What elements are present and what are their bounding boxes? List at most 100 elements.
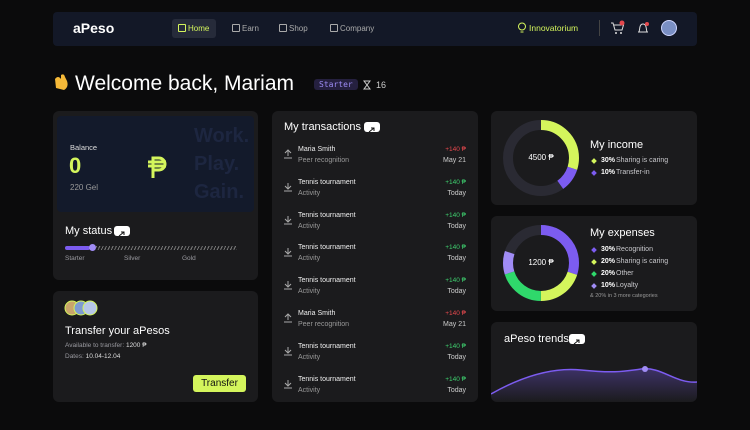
motto-line: Gain. [194,181,245,203]
transaction-date: May 21 [443,157,466,164]
legend-marker [591,283,597,289]
avatar[interactable] [661,20,677,36]
transaction-row[interactable]: Tennis tournament Activity +140 ₱ Today [272,341,478,371]
trends-title: aPeso trends [504,333,569,345]
transaction-row[interactable]: Maria Smith Peer recognition +140 ₱ May 21 [272,308,478,338]
transaction-subtitle: Activity [298,189,321,197]
transaction-row[interactable]: Tennis tournament Activity +140 ₱ Today [272,275,478,305]
label: Available to transfer: [65,342,125,349]
income-title: My income [590,139,644,151]
transaction-date: Today [447,353,466,361]
nav-active-bg [172,19,216,38]
transaction-amount: +140 ₱ [445,146,466,153]
transaction-date: Today [447,255,466,263]
arrow [284,346,292,356]
legend-label: Recognition [616,246,653,253]
legend-label: Sharing is caring [616,157,669,164]
legend-label: Other [616,270,634,277]
level-label: Gold [182,255,196,262]
nav-item[interactable]: Home [188,24,210,33]
income-center: 4500 ₱ [528,153,554,162]
nav-item[interactable]: Company [340,24,375,33]
status-title: My status [65,225,113,237]
transaction-icon [284,248,292,257]
transaction-icon [284,281,292,290]
transfer-title: Transfer your aPesos [65,325,170,337]
transaction-row[interactable]: Tennis tournament Activity +140 ₱ Today [272,210,478,240]
nav-item[interactable]: Earn [242,24,259,33]
motto-line: Work. [194,125,250,147]
transaction-row[interactable]: Maria Smith Peer recognition +140 ₱ May 21 [272,144,478,174]
link-tag[interactable] [114,226,130,237]
org-name[interactable]: Innovatorium [529,23,579,33]
transaction-title: Maria Smith [298,310,336,317]
legend-marker [591,259,597,265]
motto: Work. Play. Gain. [194,122,249,206]
trend-line [491,366,697,402]
transaction-amount: +140 ₱ [445,277,466,285]
balance-sub: 220 Gel [70,183,99,192]
transaction-title: Tennis tournament [298,277,356,285]
expenses-title: My expenses [590,227,655,239]
nav-icon [232,24,240,32]
transaction-row[interactable]: Tennis tournament Activity +140 ₱ Today [272,177,478,207]
legend-value: 20% [601,258,616,265]
value: 1200 ₱ [125,342,147,349]
welcome-title: Welcome back, Mariam [75,72,295,95]
transaction-icon [284,346,292,356]
nav-item[interactable]: Shop [289,24,308,33]
legend-label: Loyalty [616,282,639,289]
link-tag[interactable] [364,122,380,133]
arrow [284,281,292,290]
link-tag[interactable] [569,334,585,345]
nav-icons [611,20,677,36]
legend-label: Transfer-in [616,169,650,176]
nav-icon [178,24,186,32]
logo[interactable]: aPeso [73,20,115,36]
arrow [284,215,292,225]
transactions-title: My transactions [284,121,362,133]
transaction-subtitle: Activity [298,386,321,394]
nav-bar [53,12,697,46]
transfer-button[interactable]: Transfer [193,375,246,392]
transaction-date: Today [447,222,466,230]
nav-icon [279,24,287,32]
transaction-row[interactable]: Tennis tournament Activity +140 ₱ Today [272,242,478,272]
arrow [284,149,292,159]
transaction-row[interactable]: Tennis tournament Activity +140 ₱ Today [272,374,478,404]
arrow [284,248,292,257]
legend-value: 10% [601,282,616,289]
transaction-title: Tennis tournament [298,342,356,350]
donut-segment [503,120,579,196]
legend-value: 30% [601,246,616,253]
peso-logo [148,156,167,178]
transaction-subtitle: Peer recognition [298,321,349,328]
donut-segment [503,225,579,301]
progress-fill [65,246,90,250]
transaction-amount: +140 ₱ [445,211,466,219]
income-donut [503,120,579,196]
trends-card: aPeso trends [491,322,697,402]
avatars [64,300,98,316]
transaction-subtitle: Peer recognition [298,157,349,164]
progress-knob [89,244,96,251]
transaction-title: Maria Smith [298,146,336,153]
value: 10.04-12.04 [85,353,121,360]
balance-value: 0 [69,153,82,178]
legend-marker [591,247,597,253]
transaction-date: Today [447,386,466,394]
transaction-title: Tennis tournament [298,211,356,219]
arrow [284,379,292,389]
transaction-date: Today [447,189,466,197]
transaction-amount: +140 ₱ [445,342,466,350]
transaction-date: May 21 [443,321,466,328]
divider [599,20,600,36]
transaction-subtitle: Activity [298,288,321,296]
transaction-title: Tennis tournament [298,375,356,383]
transaction-date: Today [447,288,466,296]
transaction-subtitle: Activity [298,353,321,361]
bell-icon[interactable] [638,23,648,33]
expenses-center: 1200 ₱ [528,258,554,267]
streak-count: 16 [376,80,387,90]
